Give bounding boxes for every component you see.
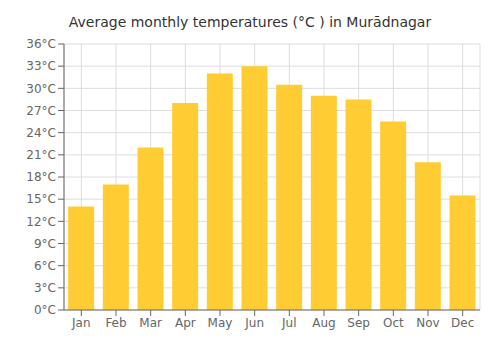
svg-text:24°C: 24°C [26, 126, 56, 140]
svg-text:12°C: 12°C [26, 215, 56, 229]
svg-text:May: May [208, 316, 233, 330]
svg-text:36°C: 36°C [26, 37, 56, 51]
svg-text:18°C: 18°C [26, 170, 56, 184]
svg-text:27°C: 27°C [26, 104, 56, 118]
svg-text:6°C: 6°C [34, 259, 56, 273]
svg-text:Jan: Jan [71, 316, 91, 330]
svg-text:15°C: 15°C [26, 192, 56, 206]
svg-text:9°C: 9°C [34, 237, 56, 251]
svg-text:Nov: Nov [416, 316, 439, 330]
svg-text:Dec: Dec [451, 316, 474, 330]
html-text:Average monthly temperatures (: Average monthly temperatures (°C ) in Mu… [68, 14, 432, 30]
svg-text:Aug: Aug [312, 316, 335, 330]
svg-text:Jul: Jul [281, 316, 296, 330]
svg-text:3°C: 3°C [34, 281, 56, 295]
svg-text:Jun: Jun [244, 316, 264, 330]
svg-text:Mar: Mar [139, 316, 162, 330]
svg-text:Apr: Apr [175, 316, 196, 330]
svg-text:0°C: 0°C [34, 303, 56, 317]
svg-text:Sep: Sep [347, 316, 370, 330]
svg-text:30°C: 30°C [26, 82, 56, 96]
svg-text:33°C: 33°C [26, 59, 56, 73]
svg-text:Oct: Oct [383, 316, 404, 330]
svg-text:21°C: 21°C [26, 148, 56, 162]
svg-text:Feb: Feb [105, 316, 126, 330]
